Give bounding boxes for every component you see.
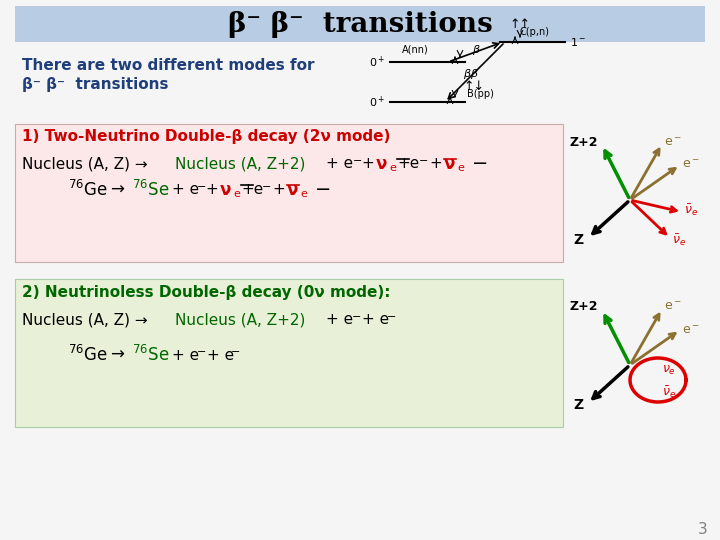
Text: Z: Z xyxy=(574,233,584,247)
Text: −: − xyxy=(197,347,207,357)
Text: Z+2: Z+2 xyxy=(570,300,598,314)
Text: + e: + e xyxy=(362,313,389,327)
Text: →: → xyxy=(110,181,124,199)
Text: ν: ν xyxy=(287,181,298,199)
Text: + e: + e xyxy=(326,157,353,172)
Text: +: + xyxy=(362,157,379,172)
Text: e: e xyxy=(457,163,464,173)
Text: $\nu_e$: $\nu_e$ xyxy=(662,363,676,376)
Text: $^{76}$Ge: $^{76}$Ge xyxy=(68,180,108,200)
Text: $0^+$: $0^+$ xyxy=(369,55,385,70)
Text: e: e xyxy=(389,163,396,173)
Text: −: − xyxy=(419,156,428,166)
Text: −: − xyxy=(387,312,397,322)
Text: $^{76}$Ge: $^{76}$Ge xyxy=(68,345,108,365)
Text: There are two different modes for: There are two different modes for xyxy=(22,58,315,73)
Text: ↑↓: ↑↓ xyxy=(463,80,484,93)
Text: Nucleus (A, Z+2): Nucleus (A, Z+2) xyxy=(175,157,305,172)
Text: β⁻ β⁻  transitions: β⁻ β⁻ transitions xyxy=(22,77,168,91)
Text: A(nn): A(nn) xyxy=(402,45,428,55)
Text: Nucleus (A, Z+2): Nucleus (A, Z+2) xyxy=(175,313,305,327)
Text: + e: + e xyxy=(207,348,234,362)
Text: −: − xyxy=(352,312,361,322)
Text: $\beta$: $\beta$ xyxy=(472,43,481,57)
Text: $\beta\beta$: $\beta\beta$ xyxy=(463,67,479,81)
Text: −: − xyxy=(231,347,240,357)
Text: →: → xyxy=(110,346,124,364)
Text: e$^-$: e$^-$ xyxy=(682,323,700,336)
Text: β⁻ β⁻  transitions: β⁻ β⁻ transitions xyxy=(228,10,492,37)
Text: e$^-$: e$^-$ xyxy=(664,300,682,314)
Text: +e: +e xyxy=(397,157,419,172)
Text: −: − xyxy=(197,182,207,192)
Text: e: e xyxy=(300,189,307,199)
Text: 1) Two-Neutrino Double-β decay (2ν mode): 1) Two-Neutrino Double-β decay (2ν mode) xyxy=(22,130,390,145)
Text: $\bar{\nu}_e$: $\bar{\nu}_e$ xyxy=(662,384,676,400)
Text: $\bar{\nu}_e$: $\bar{\nu}_e$ xyxy=(684,202,698,218)
Text: e: e xyxy=(233,189,240,199)
Text: ↑↑: ↑↑ xyxy=(510,17,531,30)
FancyBboxPatch shape xyxy=(15,279,563,427)
Text: + e: + e xyxy=(172,348,199,362)
Text: ν: ν xyxy=(444,155,455,173)
Text: +: + xyxy=(206,183,224,198)
FancyBboxPatch shape xyxy=(15,6,705,42)
Text: +: + xyxy=(430,157,448,172)
Text: $\bar{\nu}_e$: $\bar{\nu}_e$ xyxy=(672,232,686,248)
Text: Nucleus (A, Z) →: Nucleus (A, Z) → xyxy=(22,313,148,327)
Text: B(pp): B(pp) xyxy=(467,89,493,99)
Text: 3: 3 xyxy=(698,523,708,537)
Text: e$^-$: e$^-$ xyxy=(682,159,700,172)
Text: −: − xyxy=(353,156,362,166)
Text: Nucleus (A, Z) →: Nucleus (A, Z) → xyxy=(22,157,148,172)
Text: C(p,n): C(p,n) xyxy=(520,27,550,37)
Text: 2) Neutrinoless Double-β decay (0ν mode):: 2) Neutrinoless Double-β decay (0ν mode)… xyxy=(22,285,390,300)
Text: $^{76}$Se: $^{76}$Se xyxy=(132,180,169,200)
Text: $1^-$: $1^-$ xyxy=(570,36,586,48)
Text: Z+2: Z+2 xyxy=(570,136,598,148)
Text: −: − xyxy=(472,154,488,173)
Text: ν: ν xyxy=(220,181,231,199)
Text: ν: ν xyxy=(376,155,387,173)
Text: + e: + e xyxy=(326,313,353,327)
Text: $0^+$: $0^+$ xyxy=(369,94,385,110)
Text: +: + xyxy=(273,183,291,198)
Text: Z: Z xyxy=(574,398,584,412)
Text: +e: +e xyxy=(241,183,264,198)
FancyBboxPatch shape xyxy=(15,124,563,262)
Text: e$^-$: e$^-$ xyxy=(664,136,682,148)
Text: −: − xyxy=(315,180,331,199)
Text: −: − xyxy=(262,182,271,192)
Text: + e: + e xyxy=(172,183,199,198)
Text: $^{76}$Se: $^{76}$Se xyxy=(132,345,169,365)
